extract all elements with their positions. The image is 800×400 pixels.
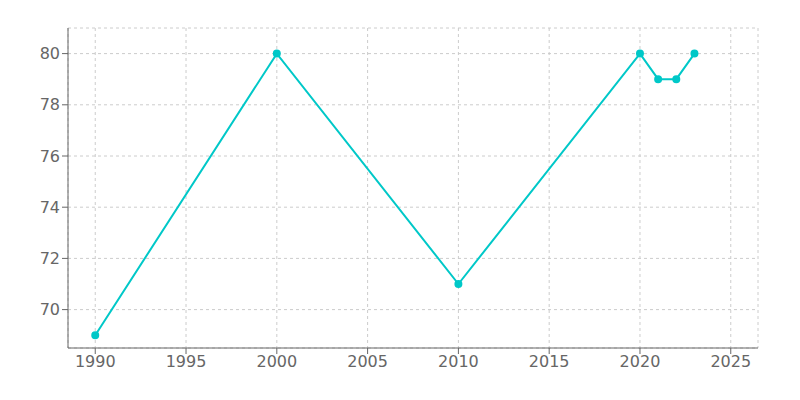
svg-text:1995: 1995 [166, 352, 207, 371]
svg-text:76: 76 [40, 147, 60, 166]
svg-text:70: 70 [40, 300, 60, 319]
svg-text:74: 74 [40, 198, 60, 217]
svg-text:2025: 2025 [710, 352, 751, 371]
svg-text:2005: 2005 [347, 352, 388, 371]
svg-text:72: 72 [40, 249, 60, 268]
svg-text:2000: 2000 [256, 352, 297, 371]
svg-text:2010: 2010 [438, 352, 479, 371]
svg-text:78: 78 [40, 95, 60, 114]
svg-text:80: 80 [40, 44, 60, 63]
svg-text:1990: 1990 [75, 352, 116, 371]
svg-text:2015: 2015 [529, 352, 570, 371]
svg-text:2020: 2020 [620, 352, 661, 371]
